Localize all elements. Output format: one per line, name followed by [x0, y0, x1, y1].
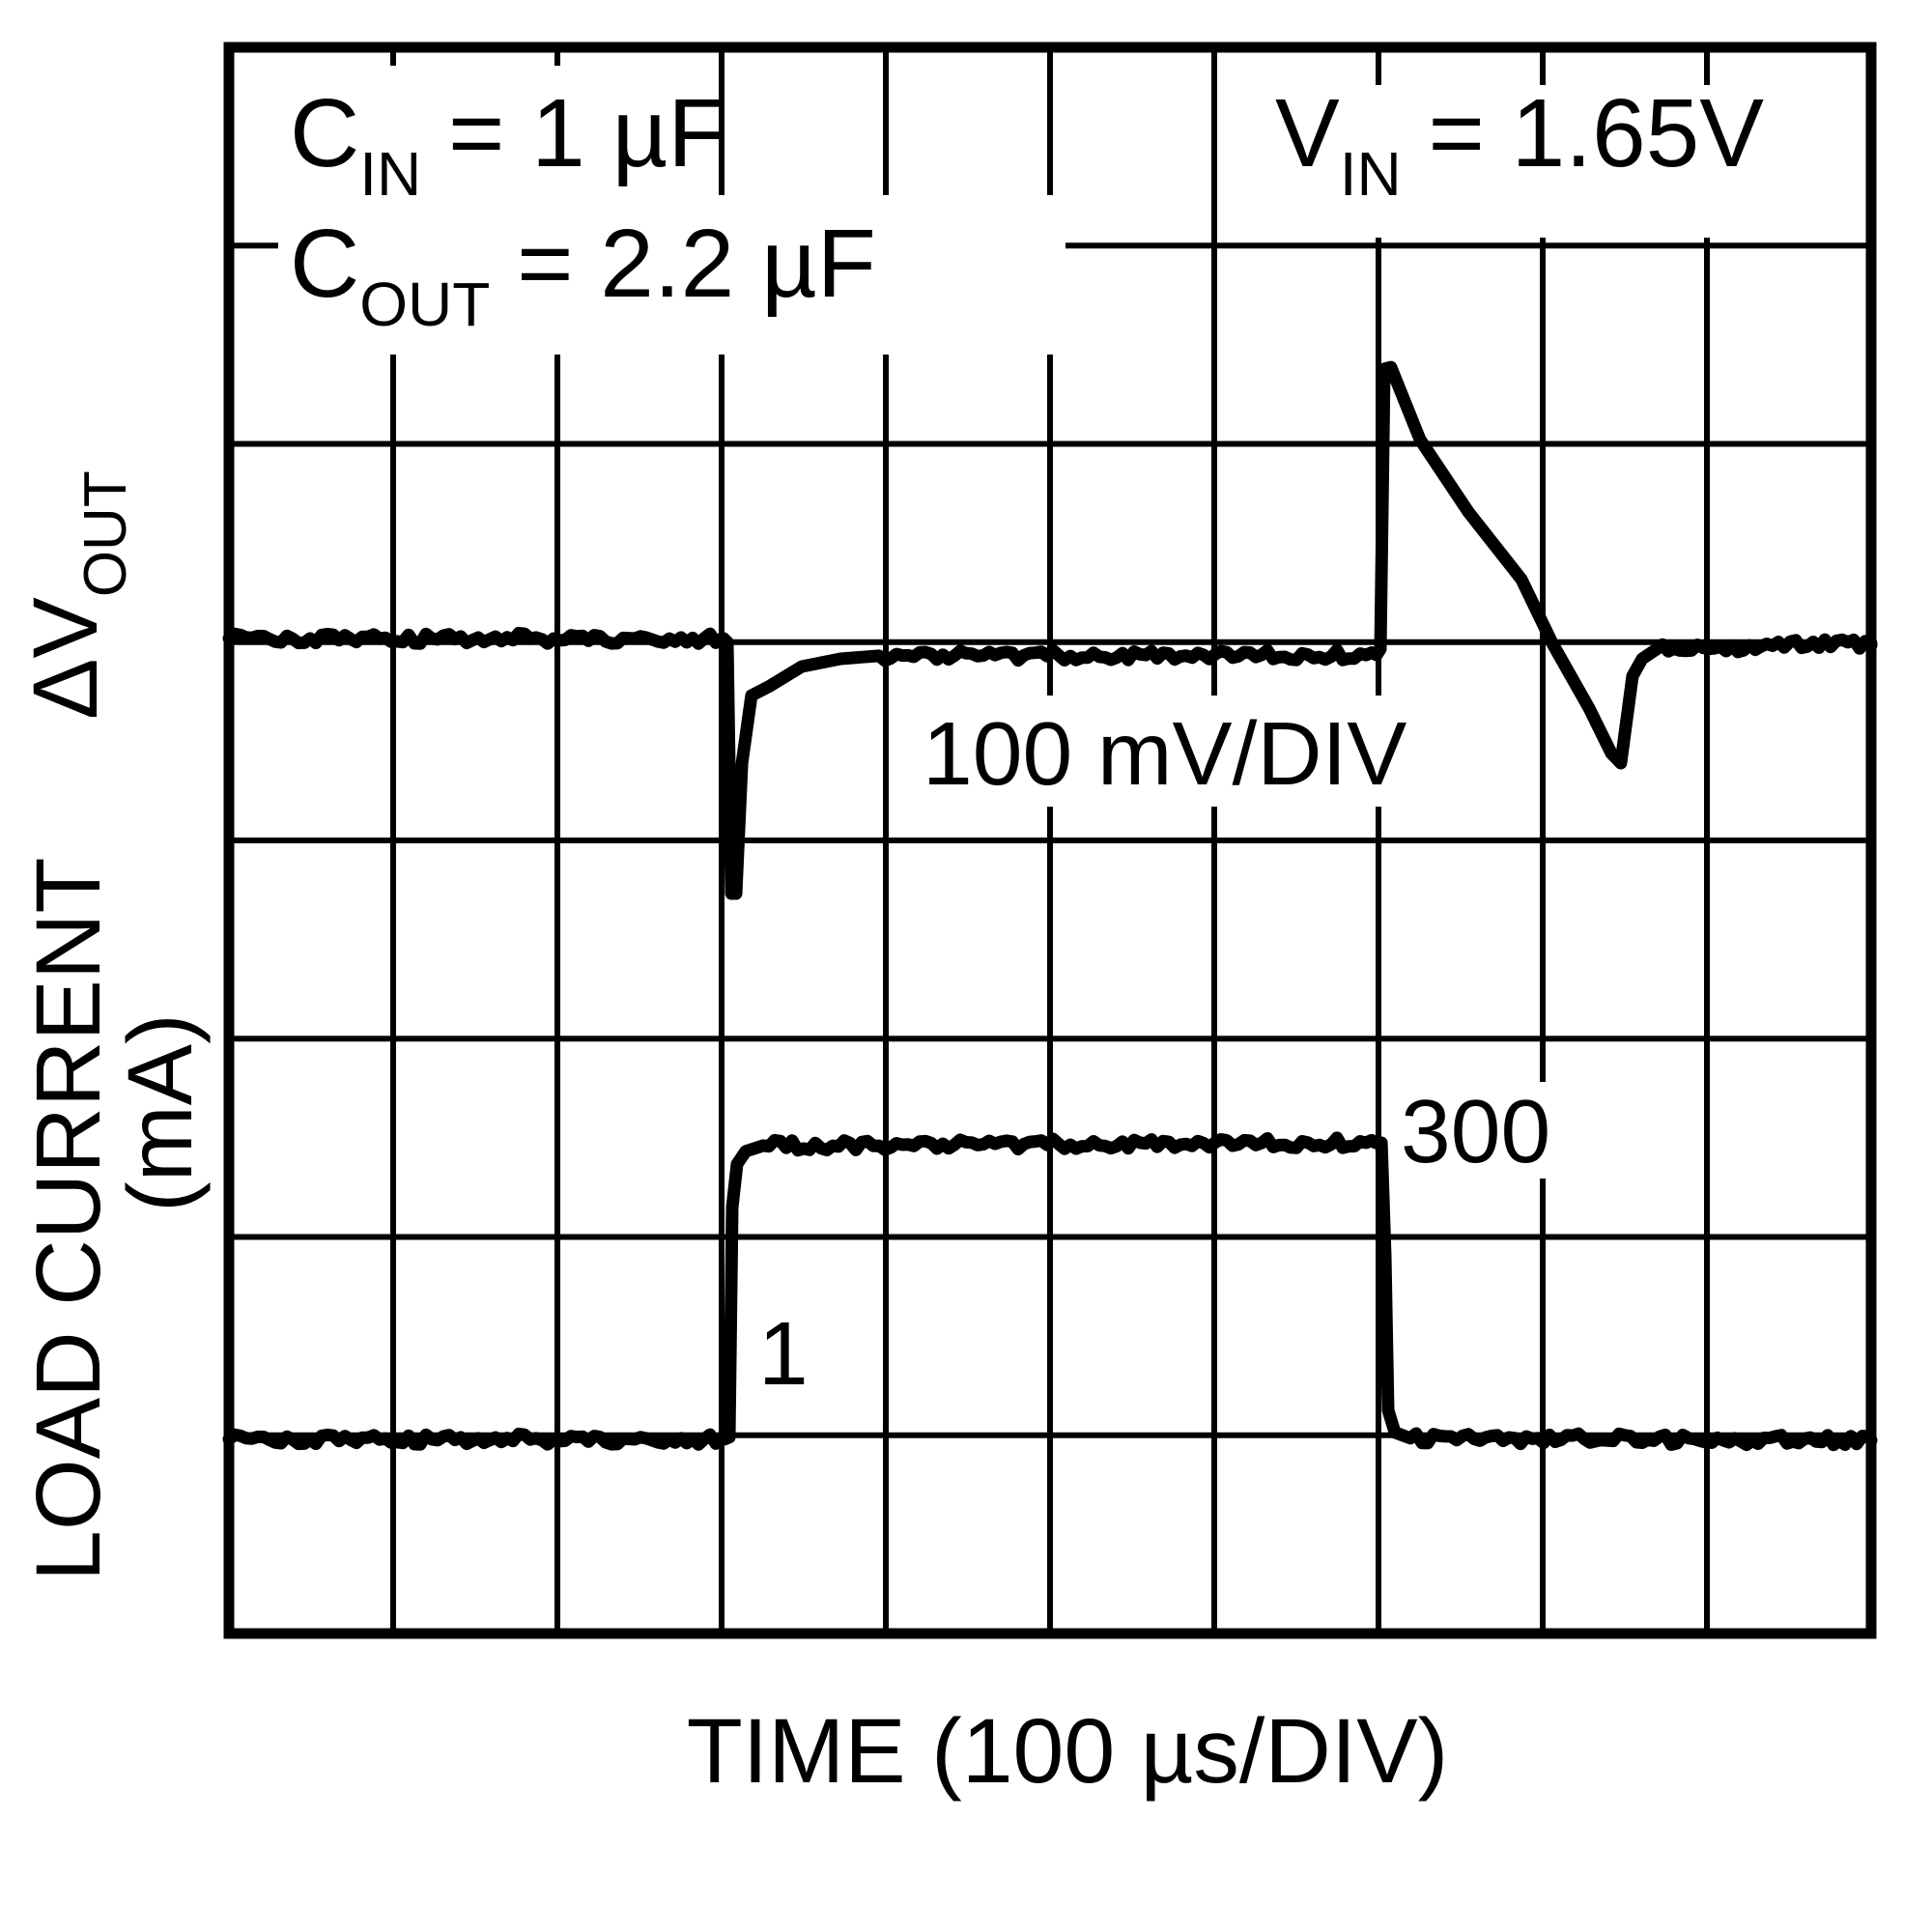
trace-load-current — [222, 1131, 1878, 1452]
cout-symbol: C — [290, 210, 359, 318]
current-low-label: 1 — [758, 1303, 809, 1404]
mask-cin — [278, 66, 703, 209]
mask-current-high — [1394, 1082, 1563, 1179]
vin-value: = 1.65V — [1402, 79, 1765, 187]
annotation-masks — [278, 66, 1788, 1399]
vout-axis-symbol: ΔV — [14, 597, 117, 720]
mask-vin — [1259, 85, 1788, 238]
cin-value: = 1 µF — [421, 79, 726, 187]
x-axis-label: TIME (100 µs/DIV) — [687, 1700, 1448, 1803]
cin-subscript: IN — [359, 139, 421, 209]
y-axis-label-ma-unit: (mA) — [109, 1013, 212, 1212]
mask-vout-scale — [906, 696, 1397, 807]
trace-delta-vout — [222, 360, 1878, 900]
vin-subscript: IN — [1340, 139, 1402, 209]
current-high-label: 300 — [1401, 1081, 1550, 1181]
vout-axis-subscript: OUT — [72, 470, 139, 597]
cout-subscript: OUT — [359, 270, 490, 339]
y-axis-label-load-current: LOAD CURRENT — [17, 857, 120, 1581]
y-axis-label-vout: ΔVOUT — [14, 470, 139, 720]
mask-cout — [278, 195, 1065, 355]
mask-current-low — [737, 1300, 822, 1399]
plot-frame — [223, 42, 1877, 1639]
vout-scale-note: 100 mV/DIV — [923, 703, 1406, 804]
cin-symbol: C — [290, 79, 359, 187]
cin-annotation: CIN = 1 µF — [290, 79, 726, 209]
vin-symbol: V — [1275, 79, 1340, 187]
vin-annotation: VIN = 1.65V — [1275, 79, 1764, 209]
cout-annotation: COUT = 2.2 µF — [290, 210, 876, 339]
cout-value: = 2.2 µF — [490, 210, 875, 318]
